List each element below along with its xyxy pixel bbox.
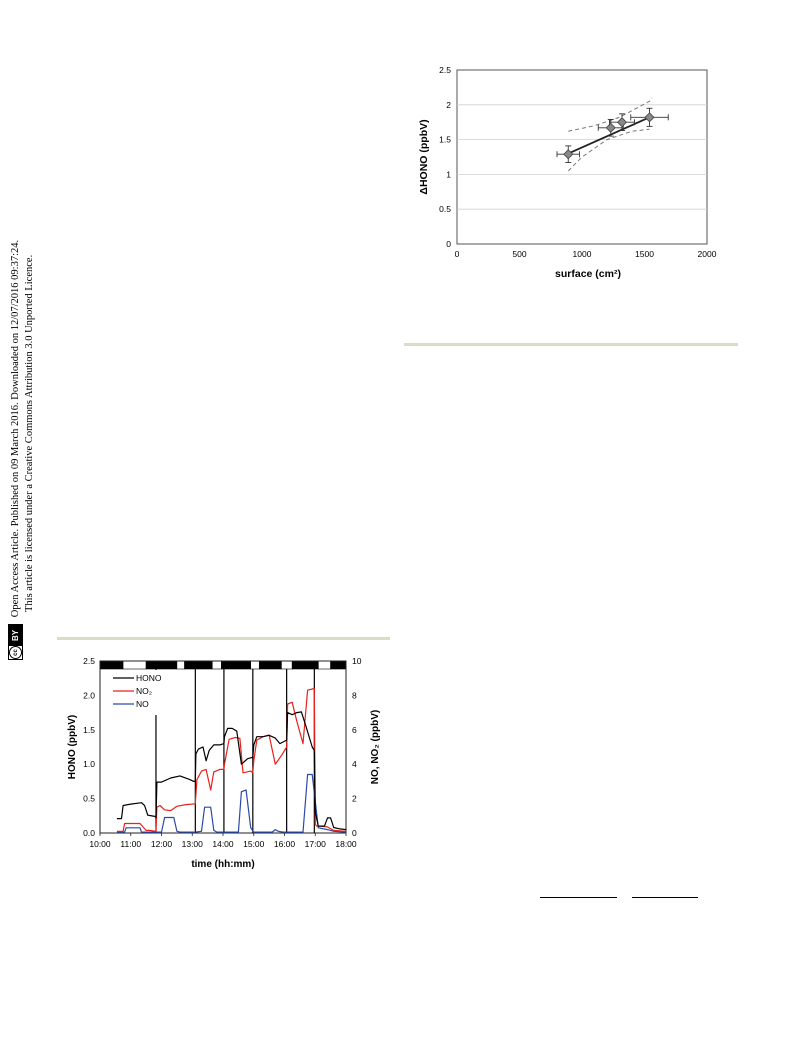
license-notice-link[interactable]: This article is licensed under a Creativ…: [24, 254, 35, 612]
x-axis-label: time (hh:mm): [191, 859, 254, 870]
dark-period-segment: [291, 660, 319, 670]
legend: HONO NO₂ NO: [106, 670, 166, 715]
y-tick-label: 1.0: [83, 759, 95, 769]
license-line-1: cc BY Open Access Article. Published on …: [8, 240, 23, 660]
scatter-chart: 0 500 1000 1500 2000 0 0.5 1 1.5 2 2.5 surface (c…: [418, 65, 717, 280]
y-axis-label-right: NO, NO₂ (ppbV): [370, 710, 381, 784]
x-tick-label: 14:00: [212, 839, 234, 849]
y-tick-label: 0.0: [83, 828, 95, 838]
y-tick-label-right: 0: [352, 828, 357, 838]
y-tick-label: 0: [446, 239, 451, 249]
data-points: [556, 107, 669, 164]
x-tick-label: 12:00: [151, 839, 173, 849]
light-period-segment: [318, 660, 331, 670]
y-tick-label: 1.5: [83, 725, 95, 735]
license-side-notice: cc BY Open Access Article. Published on …: [0, 0, 60, 680]
x-tick-label: 10:00: [89, 839, 111, 849]
series-line-no: [116, 773, 347, 833]
y-tick-label: 0.5: [83, 794, 95, 804]
diamond-marker: [563, 149, 574, 160]
dark-period-segment: [184, 660, 213, 670]
y-tick-labels-left: 0.0 0.5 1.0 1.5 2.0 2.5: [83, 656, 95, 838]
license-line-2-wrapper: This article is licensed under a Creativ…: [23, 240, 37, 660]
legend-label-no: NO: [136, 699, 149, 709]
dark-period-segment: [330, 660, 347, 670]
x-tick-label: 17:00: [305, 839, 327, 849]
cc-icon: cc: [9, 646, 22, 659]
y-tick-label-right: 8: [352, 690, 357, 700]
publication-notice: Open Access Article. Published on 09 Mar…: [9, 239, 21, 618]
x-tick-label: 18:00: [335, 839, 357, 849]
y-tick-labels: 0 0.5 1 1.5 2 2.5: [439, 65, 451, 249]
light-period-segment: [281, 660, 293, 670]
license-text-block: cc BY Open Access Article. Published on …: [8, 240, 37, 660]
time-series-chart: 10:00 11:00 12:00 13:00 14:00 15:00 16:00 17:00…: [67, 656, 381, 870]
y-tick-label: 2.5: [439, 65, 451, 75]
x-tick-labels: 0 500 1000 1500 2000: [455, 249, 717, 259]
y-tick-label: 1.5: [439, 135, 451, 145]
y-tick-label-right: 2: [352, 794, 357, 804]
x-tick-label: 1500: [635, 249, 654, 259]
series-line-no2: [116, 687, 347, 832]
light-period-segment: [211, 660, 222, 670]
y-tick-label: 0.5: [439, 204, 451, 214]
footnote-rule-2: [632, 897, 698, 898]
series-lines: [116, 687, 347, 833]
confidence-lower-line: [567, 128, 650, 172]
x-tick-label: 2000: [698, 249, 717, 259]
dark-period-segment: [145, 660, 178, 670]
x-tick-label: 11:00: [120, 839, 141, 849]
y-axis-label-left: HONO (ppbV): [67, 715, 78, 779]
x-tick-label: 1000: [573, 249, 592, 259]
series-line-hono: [116, 711, 347, 831]
regression-line: [567, 116, 650, 155]
x-tick-label: 13:00: [182, 839, 204, 849]
confidence-band: [567, 97, 653, 172]
section-rule-left: [57, 637, 390, 640]
experiment-divider-lines: [155, 669, 315, 833]
diamond-marker: [605, 122, 616, 133]
legend-label-no2: NO₂: [136, 686, 152, 696]
x-tick-labels: 10:00 11:00 12:00 13:00 14:00 15:00 16:00 17:00…: [89, 833, 357, 849]
by-icon: BY: [9, 624, 22, 646]
data-point: [630, 107, 669, 127]
x-tick-label: 15:00: [243, 839, 265, 849]
plot-frame: [456, 69, 708, 245]
footnote-rule-1: [540, 897, 617, 898]
cc-by-license-badge[interactable]: cc BY: [8, 623, 23, 660]
confidence-upper-line: [568, 97, 653, 132]
light-dark-bar: [99, 660, 347, 670]
fit-line: [567, 116, 650, 155]
y-tick-labels-right: 0 2 4 6 8 10: [352, 656, 362, 838]
data-point: [609, 113, 635, 132]
y-tick-label-right: 6: [352, 725, 357, 735]
x-tick-label: 0: [455, 249, 460, 259]
y-tick-label: 2.0: [83, 690, 95, 700]
x-tick-label: 500: [512, 249, 526, 259]
x-tick-label: 16:00: [274, 839, 296, 849]
x-axis-label: surface (cm²): [555, 268, 621, 280]
light-period-segment: [250, 660, 260, 670]
legend-label-hono: HONO: [136, 673, 162, 683]
grid-lines: [457, 104, 707, 210]
y-axis-label: ΔHONO (ppbV): [418, 119, 430, 194]
y-tick-label: 2.5: [83, 656, 95, 666]
diamond-marker: [616, 117, 628, 128]
dark-period-segment: [99, 660, 124, 670]
y-tick-label-right: 10: [352, 656, 362, 666]
light-period-segment: [122, 660, 147, 670]
dark-period-segment: [221, 660, 251, 670]
light-period-segment: [176, 660, 185, 670]
y-tick-label: 2: [446, 100, 451, 110]
diamond-marker: [644, 112, 655, 123]
y-tick-label-right: 4: [352, 759, 357, 769]
y-tick-label: 1: [446, 169, 451, 179]
section-rule-right: [404, 343, 738, 346]
data-point: [556, 145, 580, 164]
dark-period-segment: [258, 660, 282, 670]
